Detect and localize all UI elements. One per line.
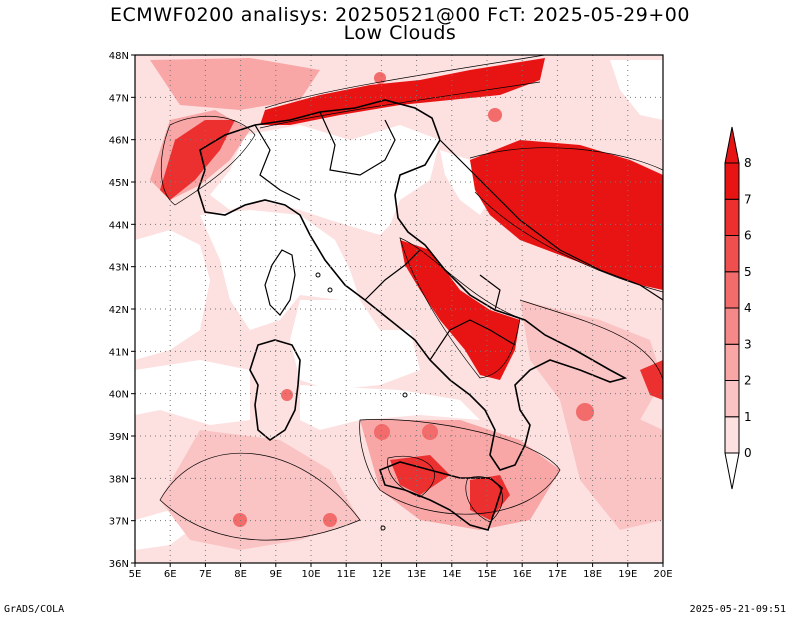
colorbar-extend-high [724, 126, 740, 164]
clear-region-east [610, 60, 663, 120]
clear-region-west [135, 230, 210, 360]
lon-tick-label: 19E [618, 569, 637, 580]
map-title: ECMWF0200 analisys: 20250521@00 FcT: 202… [110, 4, 690, 26]
colorbar-segment [724, 380, 740, 418]
colorbar-segment [724, 343, 740, 381]
footer-timestamp: 2025-05-21-09:51 [689, 604, 786, 615]
colorbar-segment [724, 271, 740, 309]
colorbar-segment [724, 416, 740, 454]
lat-tick-label: 39N [109, 432, 129, 443]
colorbar-label: 4 [744, 301, 752, 315]
clear-region-sea [290, 300, 420, 390]
lon-tick-label: 9E [269, 569, 282, 580]
lon-tick-label: 10E [301, 569, 320, 580]
clear-region-sardinia-sea [135, 360, 250, 425]
lat-tick-label: 40N [109, 390, 129, 401]
lon-tick-label: 7E [199, 569, 212, 580]
latitude-axis: 48N 47N 46N 45N 44N 43N 42N 41N 40N 39N 38N 37N 36N [109, 51, 135, 570]
clear-region-tyrrhenian [300, 385, 480, 430]
lat-tick-label: 37N [109, 517, 129, 528]
lon-tick-label: 16E [513, 569, 532, 580]
lon-tick-label: 11E [337, 569, 356, 580]
footer-software: GrADS/COLA [4, 604, 65, 615]
lat-tick-label: 41N [109, 347, 129, 358]
colorbar-label: 6 [744, 229, 752, 243]
colorbar-label: 3 [744, 337, 752, 351]
lat-tick-label: 44N [109, 220, 129, 231]
colorbar-label: 8 [744, 156, 752, 170]
colorbar-segment [724, 162, 740, 200]
lat-tick-label: 36N [109, 559, 129, 570]
lon-tick-label: 14E [442, 569, 461, 580]
colorbar-segment [724, 235, 740, 273]
lon-tick-label: 18E [583, 569, 602, 580]
cloud-shading [135, 55, 663, 563]
lat-tick-label: 47N [109, 93, 129, 104]
lat-tick-label: 43N [109, 263, 129, 274]
lat-tick-label: 42N [109, 305, 129, 316]
lon-tick-label: 12E [372, 569, 391, 580]
lat-tick-label: 46N [109, 136, 129, 147]
lat-tick-label: 48N [109, 51, 129, 62]
lon-tick-label: 13E [407, 569, 426, 580]
colorbar-segment [724, 307, 740, 345]
colorbar-extend-low [724, 452, 740, 490]
colorbar-label: 7 [744, 192, 752, 206]
cloud-band-apennines [400, 240, 520, 380]
cloud-band-alps [260, 58, 545, 125]
colorbar-label: 1 [744, 410, 752, 424]
lon-tick-label: 8E [234, 569, 247, 580]
lat-tick-label: 45N [109, 178, 129, 189]
clear-region-central [200, 210, 360, 330]
colorbar-segment [724, 198, 740, 236]
longitude-axis: 5E 6E 7E 8E 9E 10E 11E 12E 13E 14E 15E 16E 17E 18E 19E… [129, 563, 673, 580]
cloud-band-balkans [470, 140, 663, 290]
lon-tick-label: 15E [477, 569, 496, 580]
lon-tick-label: 20E [653, 569, 672, 580]
lon-tick-label: 6E [164, 569, 177, 580]
lat-tick-label: 38N [109, 474, 129, 485]
colorbar: 0 1 2 3 4 5 6 7 8 [724, 126, 752, 490]
colorbar-label: 5 [744, 265, 752, 279]
lon-tick-label: 5E [129, 569, 142, 580]
map-subtitle: Low Clouds [343, 22, 457, 44]
lon-tick-label: 17E [548, 569, 567, 580]
colorbar-label: 0 [744, 446, 752, 460]
colorbar-label: 2 [744, 374, 752, 388]
lat-lon-grid [135, 55, 663, 563]
clear-region-north-italy [210, 125, 440, 235]
